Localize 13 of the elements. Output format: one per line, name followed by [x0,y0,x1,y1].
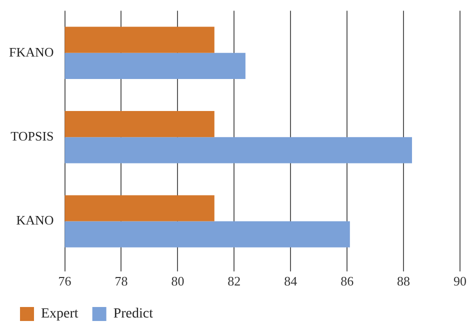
legend-label: Expert [41,306,78,322]
x-tick-label: 90 [454,274,466,289]
y-tick-label: TOPSIS [10,128,54,144]
y-tick-label: FKANO [8,44,54,60]
x-tick-label: 88 [397,274,410,289]
x-tick-label: 76 [58,274,72,289]
legend-label: Predict [113,306,154,322]
x-tick-label: 84 [284,274,298,289]
y-tick-label: KANO [16,212,54,228]
x-tick-label: 86 [340,274,354,289]
x-tick-label: 82 [228,274,241,289]
x-tick-label: 80 [171,274,184,289]
x-tick-label: 78 [114,274,128,289]
